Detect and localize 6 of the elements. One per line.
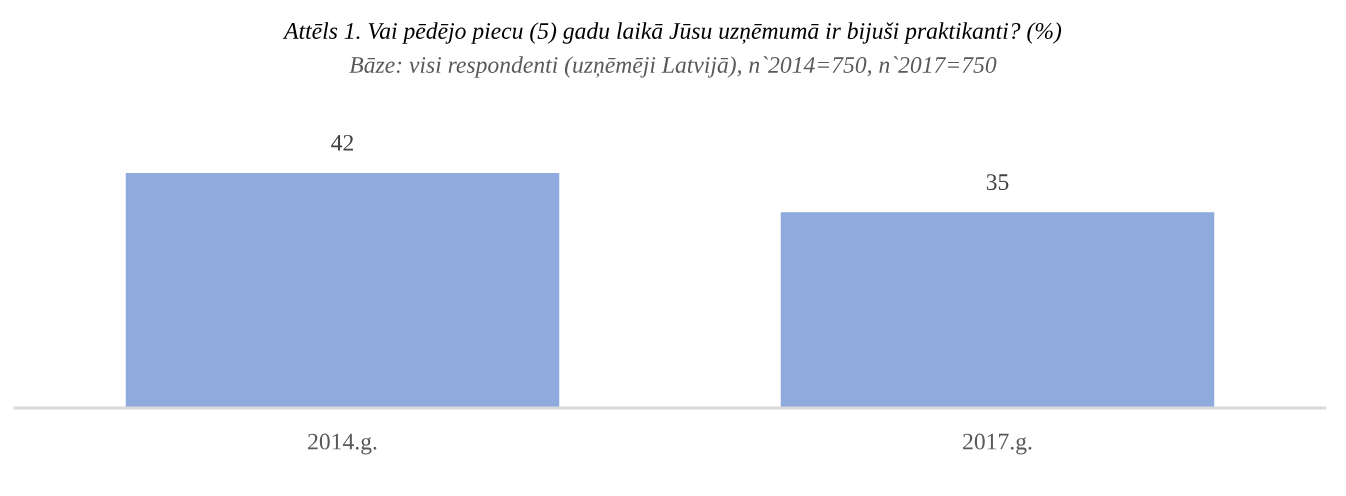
data-label: 42 — [331, 134, 353, 151]
x-tick-label: 2017.g. — [963, 433, 1032, 455]
chart-subtitle: Bāze: visi respondenti (uzņēmēji Latvijā), n`2014=750, n`2017=750 — [349, 56, 997, 78]
data-label: 35 — [986, 174, 1009, 191]
x-tick-label: 2014.g. — [308, 433, 377, 455]
chart-title: Attēls 1. Vai pēdējo piecu (5) gadu laikā Jūsu uzņēmumā ir bijuši praktikanti? (%) — [282, 22, 1062, 44]
